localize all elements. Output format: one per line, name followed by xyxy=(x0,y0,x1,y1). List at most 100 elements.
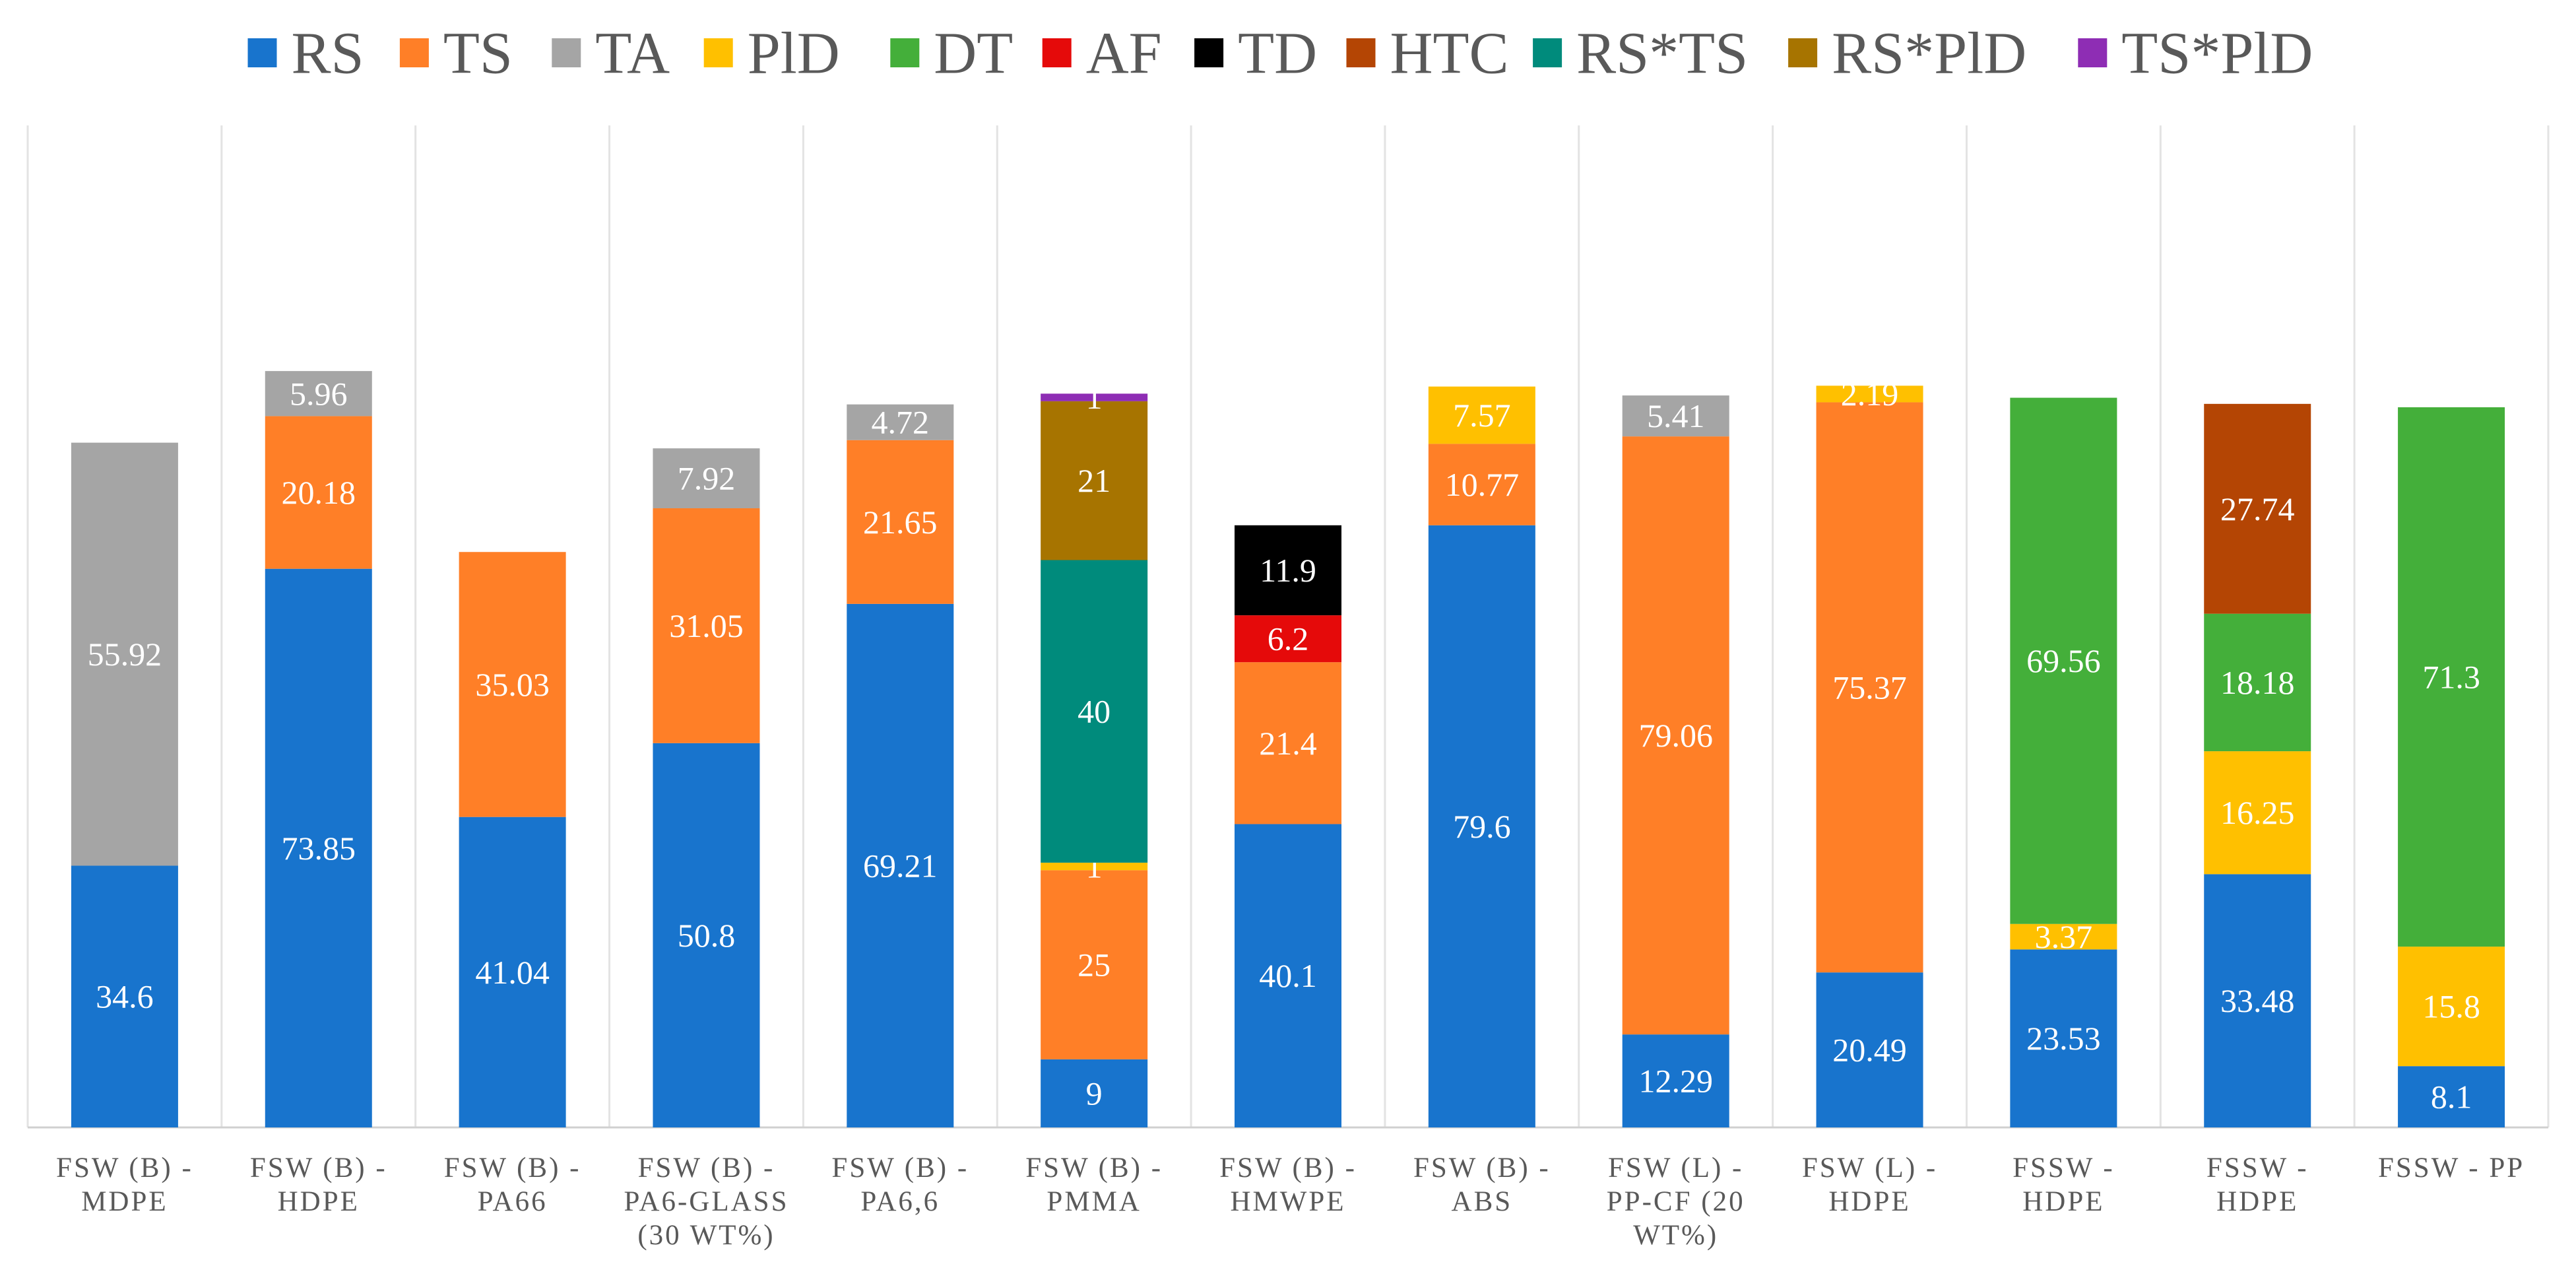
category-label-line: FSW (L) - xyxy=(1608,1153,1743,1184)
bar-segment-ts xyxy=(1816,402,1923,973)
legend-swatch xyxy=(1042,38,1072,67)
legend-swatch xyxy=(1788,38,1818,67)
data-label-rs: 73.85 xyxy=(282,830,356,867)
category-label-4: FSW (B) -PA6-GLASS(30 WT%) xyxy=(624,1153,787,1251)
category-label-line: FSW (B) - xyxy=(1219,1153,1357,1184)
legend-label: TS*PlD xyxy=(2121,21,2313,86)
category-label-line: PMMA xyxy=(1046,1186,1141,1217)
legend-swatch xyxy=(2078,38,2108,67)
category-label-line: (30 WT%) xyxy=(637,1220,775,1251)
category-label-line: PP-CF (20 xyxy=(1607,1186,1745,1217)
data-label-ta: 5.96 xyxy=(290,375,348,412)
data-label-ts: 20.18 xyxy=(282,474,356,511)
data-label-ta: 7.92 xyxy=(678,460,736,497)
category-label-line: PA66 xyxy=(478,1186,548,1217)
bar-stack-12: 33.48 16.25 18.18 27.74 xyxy=(2204,403,2311,1127)
bar-segment-pld xyxy=(2398,947,2505,1067)
data-label-dt: 18.18 xyxy=(2220,664,2295,701)
data-label-rs: 69.21 xyxy=(863,847,938,884)
category-label-8: FSW (B) -ABS xyxy=(1413,1153,1549,1217)
data-label-ts: 21.65 xyxy=(863,504,938,541)
category-label-line: FSW (L) - xyxy=(1802,1153,1937,1184)
legend-item-td: TD xyxy=(1194,21,1317,86)
plot-area xyxy=(26,125,2550,1129)
category-label-10: FSW (L) -HDPE xyxy=(1802,1153,1937,1217)
bar-stack-10: 20.49 75.37 2.19 xyxy=(1816,376,1923,1127)
legend-item-rs-ts: RS*TS xyxy=(1533,21,1748,86)
category-label-7: FSW (B) -HMWPE xyxy=(1219,1153,1357,1217)
category-label-5: FSW (B) -PA6,6 xyxy=(831,1153,967,1217)
legend-label: AF xyxy=(1086,21,1162,86)
data-label-rs-ts: 40 xyxy=(1078,693,1111,730)
bar-segment-ts xyxy=(459,552,566,817)
legend-item-ts-pld: TS*PlD xyxy=(2078,21,2313,86)
legend-item-ts: TS xyxy=(399,21,513,86)
legend-swatch xyxy=(1194,38,1224,67)
bar-segment-ta xyxy=(847,404,954,440)
category-label-line: FSW (B) - xyxy=(638,1153,775,1184)
legend-label: TS xyxy=(443,21,513,86)
bar-segment-ts xyxy=(1041,870,1148,1059)
category-label-13: FSSW - PP xyxy=(2378,1153,2525,1184)
bar-stack-9: 12.29 79.06 5.41 xyxy=(1622,395,1729,1127)
bar-segment-rs xyxy=(847,603,954,1127)
category-label-line: FSSW - xyxy=(2206,1153,2309,1184)
bar-stack-1: 34.6 55.92 xyxy=(71,442,178,1127)
data-label-ta: 5.41 xyxy=(1647,397,1705,434)
data-label-td: 11.9 xyxy=(1260,552,1316,589)
legend-label: RS*PlD xyxy=(1832,21,2026,86)
bar-segment-pld xyxy=(1816,385,1923,403)
data-label-rs: 8.1 xyxy=(2431,1079,2472,1116)
data-label-pld: 3.37 xyxy=(2035,918,2093,955)
legend-item-rs-pld: RS*PlD xyxy=(1788,21,2026,86)
bar-segment-rs xyxy=(265,568,372,1127)
bar-stack-5: 69.21 21.65 4.72 xyxy=(847,404,954,1127)
data-label-rs: 41.04 xyxy=(475,954,550,991)
legend-label: TD xyxy=(1238,21,1317,86)
data-label-ts: 21.4 xyxy=(1259,725,1317,762)
legend-item-ta: TA xyxy=(552,21,670,86)
bar-stack-2: 73.85 20.18 5.96 xyxy=(265,371,372,1127)
category-label-12: FSSW -HDPE xyxy=(2206,1153,2309,1217)
bar-segment-pld xyxy=(1041,862,1148,871)
category-label-line: FSSW - PP xyxy=(2378,1153,2525,1184)
bar-segment-ts xyxy=(265,416,372,569)
data-label-rs-pld: 21 xyxy=(1078,462,1111,499)
bar-segment-ts-pld xyxy=(1041,393,1148,401)
bar-segment-ts xyxy=(653,508,760,743)
data-label-ts: 75.37 xyxy=(1832,669,1907,706)
category-label-line: WT%) xyxy=(1633,1220,1718,1251)
category-label-line: HMWPE xyxy=(1230,1186,1345,1217)
bar-stack-3: 41.04 35.03 xyxy=(459,552,566,1127)
data-label-rs: 23.53 xyxy=(2026,1020,2101,1057)
category-label-line: FSW (B) - xyxy=(444,1153,581,1184)
bar-stacks: 34.6 55.92 73.85 20.18 5.96 41.04 35.03 50.8 31.… xyxy=(71,371,2505,1127)
data-label-rs: 20.49 xyxy=(1832,1032,1907,1069)
bar-segment-pld xyxy=(1428,386,1535,444)
category-label-line: MDPE xyxy=(81,1186,168,1217)
category-label-line: FSW (B) - xyxy=(1025,1153,1163,1184)
data-label-rs: 12.29 xyxy=(1638,1063,1713,1100)
bar-segment-rs xyxy=(2398,1066,2505,1127)
data-label-ts: 25 xyxy=(1078,947,1111,984)
data-label-htc: 27.74 xyxy=(2220,490,2295,527)
bar-segment-ta xyxy=(1622,395,1729,437)
category-label-2: FSW (B) -HDPE xyxy=(250,1153,385,1217)
bar-segment-rs xyxy=(1428,525,1535,1127)
legend-item-pld: PlD xyxy=(703,21,840,86)
legend-swatch xyxy=(247,38,277,67)
bar-segment-pld xyxy=(2204,751,2311,875)
legend-label: PlD xyxy=(748,21,840,86)
bar-segment-dt xyxy=(2010,397,2117,924)
category-label-3: FSW (B) -PA66 xyxy=(444,1153,581,1217)
data-label-rs: 9 xyxy=(1086,1075,1103,1112)
data-label-rs: 40.1 xyxy=(1259,957,1317,994)
data-label-ts: 10.77 xyxy=(1445,466,1520,503)
category-label-6: FSW (B) -PMMA xyxy=(1025,1153,1163,1217)
legend-swatch xyxy=(1346,38,1376,67)
bar-segment-rs-ts xyxy=(1041,560,1148,863)
bar-stack-7: 40.1 21.4 6.2 11.9 xyxy=(1235,525,1341,1127)
